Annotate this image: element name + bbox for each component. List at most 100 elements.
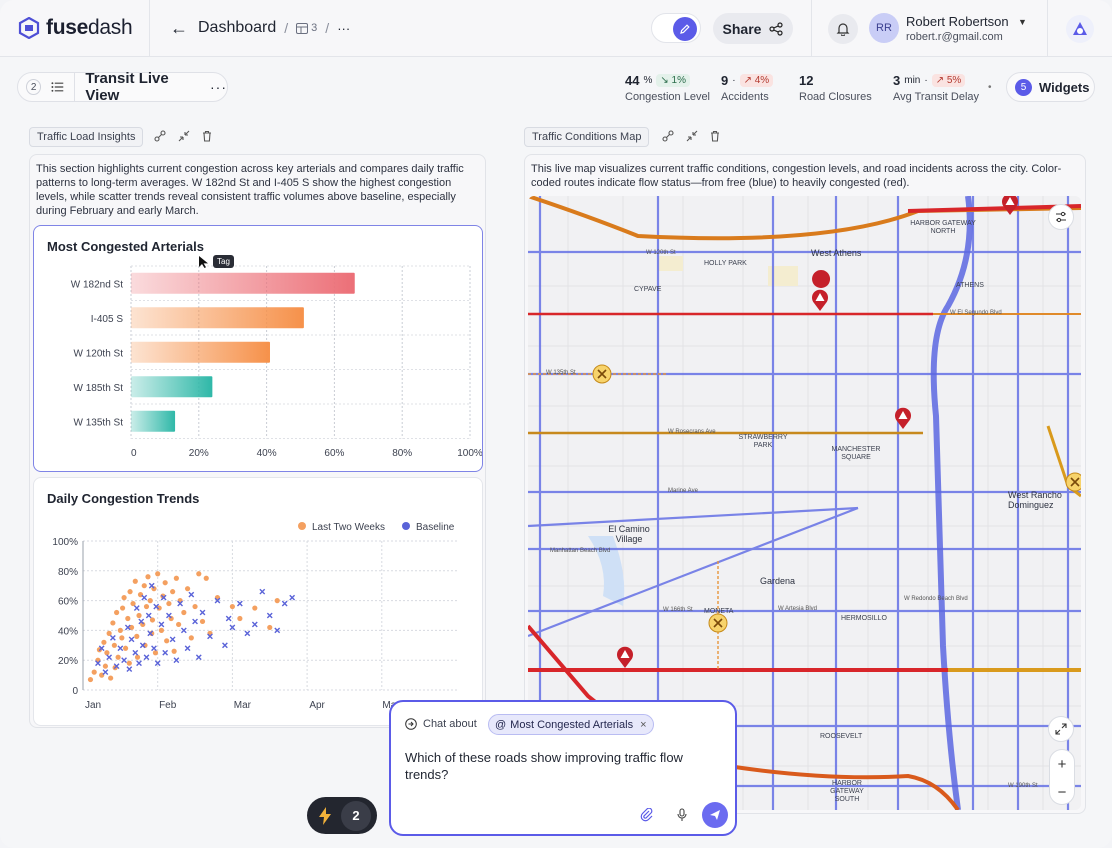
bar-chart-card[interactable]: Most Congested Arterials 0 20% 40% 60% 80% 10… [33, 225, 483, 472]
map-label: W Rosecrans Ave [668, 429, 716, 435]
scatter-point [114, 609, 120, 616]
scatter-point [151, 645, 157, 652]
scatter-point [155, 571, 161, 577]
scatter-point [127, 589, 133, 595]
scatter-point [124, 624, 131, 631]
more-icon[interactable]: ··· [210, 79, 227, 95]
scatter-point [139, 642, 146, 649]
scatter-point [195, 654, 202, 661]
link-icon[interactable] [154, 130, 166, 145]
scatter-point [106, 630, 112, 636]
scatter-point [122, 645, 129, 651]
y-tick-label: 40% [58, 626, 78, 637]
microphone-icon[interactable] [676, 808, 688, 822]
bar-chart: 0 20% 40% 60% 80% 100% W 182nd St I-405 S W 120t… [71, 265, 482, 459]
x-tick-label: 80% [392, 448, 412, 459]
category-label: I-405 S [91, 314, 124, 325]
assistant-launcher[interactable]: 2 [307, 797, 377, 834]
attach-icon[interactable] [640, 808, 654, 822]
scatter-chart: 020%40%60%80%100%JanFebMarAprMayLast Two… [52, 522, 458, 711]
map-filter-icon[interactable] [1048, 204, 1074, 230]
scatter-point [199, 618, 206, 625]
x-tick-label: Apr [309, 700, 325, 711]
category-label: W 185th St [74, 383, 124, 394]
scatter-point [196, 571, 202, 577]
roadwork-marker[interactable] [592, 364, 612, 384]
map-expand-icon[interactable] [1048, 716, 1074, 742]
context-chip[interactable]: @ Most Congested Arterials × [488, 714, 654, 735]
collapse-icon[interactable] [178, 130, 190, 145]
scatter-point [149, 630, 155, 636]
kpi-label: Congestion Level [625, 91, 711, 103]
user-name[interactable]: Robert Robertson [906, 14, 1009, 29]
scatter-point [113, 663, 120, 670]
map-label: W El Segundo Blvd [950, 310, 1002, 316]
edit-mode-toggle[interactable] [651, 13, 701, 43]
scatter-point [281, 600, 288, 607]
incident-marker[interactable] [1000, 196, 1020, 216]
scatter-point [87, 676, 94, 683]
grid-icon [296, 22, 309, 34]
panel-tag-traffic-load[interactable]: Traffic Load Insights [29, 127, 144, 147]
map-label: West Athens [811, 248, 862, 258]
map-label: Manhattan Beach Blvd [550, 548, 611, 554]
map-label: HARBOR GATEWAY NORTH [910, 220, 976, 235]
zoom-in-button[interactable]: + [1057, 755, 1067, 773]
breadcrumb-dashboard[interactable]: Dashboard [198, 19, 277, 36]
panel-tag-traffic-map[interactable]: Traffic Conditions Map [524, 127, 650, 147]
scatter-point [199, 609, 206, 616]
bell-icon[interactable] [828, 14, 858, 44]
close-icon[interactable]: × [640, 718, 647, 731]
zoom-out-button[interactable]: − [1057, 783, 1067, 801]
incident-marker[interactable] [615, 645, 635, 669]
scatter-point [266, 612, 273, 619]
map-label: HARBOR GATEWAY SOUTH [830, 780, 864, 803]
share-button[interactable]: Share [713, 13, 793, 44]
kpi-label: Road Closures [799, 91, 872, 103]
widgets-button[interactable]: 5 Widgets [1006, 72, 1095, 102]
scatter-point [173, 575, 179, 581]
category-label: W 120th St [74, 348, 124, 359]
scatter-point [252, 605, 258, 611]
trash-icon[interactable] [201, 130, 213, 145]
roadwork-marker[interactable] [1065, 472, 1081, 492]
chat-box[interactable]: Chat about @ Most Congested Arterials × … [389, 700, 737, 836]
breadcrumb: ← Dashboard / 3 / ··· [170, 18, 350, 39]
scatter-point [141, 594, 148, 601]
scatter-point [140, 621, 146, 628]
breadcrumb-subviews[interactable]: 3 [296, 22, 317, 34]
trash-icon[interactable] [709, 130, 721, 145]
logo[interactable]: fusedash [0, 0, 150, 57]
top-bar: fusedash ← Dashboard / 3 / ··· [0, 0, 1112, 57]
legend-marker [298, 522, 306, 530]
collapse-icon[interactable] [686, 130, 698, 145]
scatter-point [108, 675, 114, 681]
back-arrow-icon[interactable]: ← [170, 17, 188, 38]
chat-input[interactable]: Which of these roads show improving traf… [405, 750, 683, 782]
breadcrumb-more[interactable]: ··· [337, 20, 351, 36]
cursor-icon [199, 256, 208, 268]
widgets-count: 5 [1015, 78, 1032, 96]
category-label: W 182nd St [71, 279, 123, 290]
brand-icon[interactable] [1066, 15, 1094, 43]
incident-marker[interactable] [893, 406, 913, 430]
view-title[interactable]: Transit Live View [85, 70, 169, 104]
bar [131, 272, 355, 294]
x-tick-label: 100% [457, 448, 482, 459]
avatar[interactable]: RR [869, 13, 899, 43]
scatter-point [153, 603, 160, 610]
view-selector[interactable]: 2 Transit Live View ··· [17, 70, 228, 104]
divider [1047, 0, 1048, 57]
chevron-down-icon[interactable]: ▼ [1018, 17, 1027, 27]
scatter-chart-card[interactable]: Daily Congestion Trends 0 20% 40% 60% 80% 100… [33, 477, 483, 726]
map-zoom-control: + − [1049, 749, 1075, 805]
roadwork-marker[interactable] [708, 613, 728, 633]
scatter-point [158, 621, 165, 628]
incident-marker[interactable] [810, 288, 830, 312]
link-icon[interactable] [662, 130, 674, 145]
list-icon[interactable] [51, 81, 64, 93]
kpi-delta-badge: ↗ 5% [931, 74, 966, 87]
y-tick-label: 0 [72, 686, 78, 697]
send-button[interactable] [702, 802, 728, 828]
